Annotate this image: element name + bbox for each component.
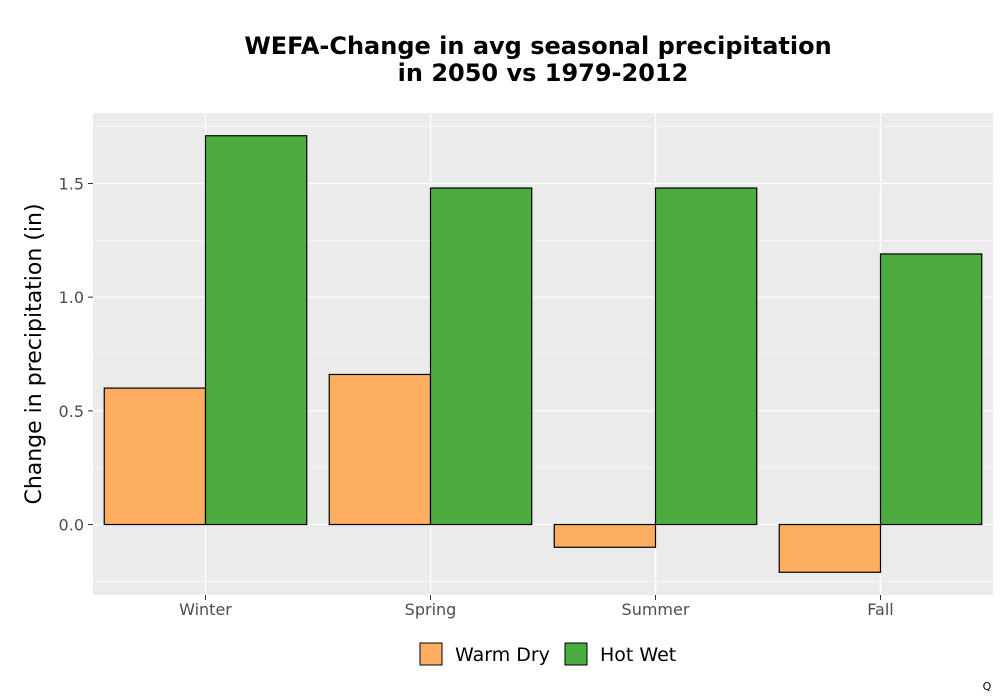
bar-hot-wet-fall xyxy=(879,253,983,526)
legend-swatch-hot-wet xyxy=(564,642,588,666)
legend: Warm Dry Hot Wet xyxy=(419,642,676,666)
y-tick-label: 1.0 xyxy=(59,288,84,307)
x-tick-label-summer: Summer xyxy=(622,600,690,619)
y-axis-ticks: 0.0 0.5 1.0 1.5 xyxy=(59,174,93,535)
x-axis-ticks: Winter Spring Summer Fall xyxy=(179,595,894,619)
bars xyxy=(103,135,983,573)
chart-title-line-2: in 2050 vs 1979-2012 xyxy=(398,59,689,87)
legend-swatch-warm-dry xyxy=(419,642,443,666)
legend-label-hot-wet: Hot Wet xyxy=(600,644,676,666)
bar-warm-dry-fall xyxy=(778,523,882,573)
bar-hot-wet-winter xyxy=(204,135,308,526)
bar-warm-dry-spring xyxy=(328,373,432,526)
legend-label-warm-dry: Warm Dry xyxy=(455,644,550,666)
x-tick-label-winter: Winter xyxy=(179,600,232,619)
corner-mark: Q xyxy=(983,680,992,693)
bar-warm-dry-summer xyxy=(553,523,657,548)
bar-warm-dry-winter xyxy=(103,387,207,526)
bar-hot-wet-spring xyxy=(429,187,533,526)
bar-hot-wet-summer xyxy=(654,187,758,526)
x-tick-label-spring: Spring xyxy=(405,600,457,619)
x-tick-label-fall: Fall xyxy=(867,600,893,619)
chart-title-line-1: WEFA-Change in avg seasonal precipitatio… xyxy=(244,32,831,60)
y-axis-label: Change in precipitation (in) xyxy=(22,203,47,504)
y-tick-label: 1.5 xyxy=(59,174,84,193)
y-tick-label: 0.5 xyxy=(59,402,84,421)
y-tick-label: 0.0 xyxy=(59,516,84,535)
